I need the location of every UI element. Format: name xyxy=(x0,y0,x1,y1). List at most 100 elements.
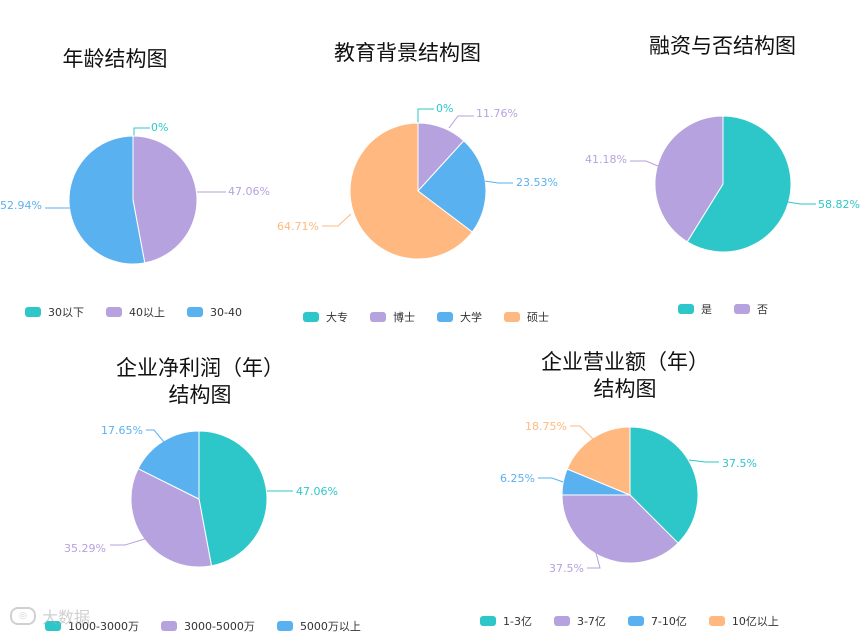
data-label: 47.06% xyxy=(296,485,338,498)
pie-slice xyxy=(132,135,198,264)
legend-label: 3-7亿 xyxy=(576,615,606,628)
legend-item[interactable]: 3-7亿 xyxy=(553,613,606,629)
watermark: ◎ 大数据 xyxy=(10,604,90,628)
legend-item[interactable]: 博士 xyxy=(370,309,415,325)
age-legend: 30以下 40以上 30-40 xyxy=(25,304,264,320)
pie-slice xyxy=(349,122,473,260)
legend-swatch xyxy=(160,621,177,631)
leader-line xyxy=(133,127,150,136)
leader-line xyxy=(448,115,474,129)
data-label: 52.94% xyxy=(0,199,42,212)
legend-label: 5000万以上 xyxy=(299,620,361,633)
leader-line xyxy=(146,429,165,443)
pie-slice xyxy=(629,426,699,544)
legend-swatch xyxy=(370,312,386,322)
chart-title: 教育背景结构图 xyxy=(334,41,481,65)
leader-line xyxy=(322,213,352,227)
data-label: 41.18% xyxy=(585,153,627,166)
data-label: 23.53% xyxy=(516,176,558,189)
pie-slice xyxy=(68,135,146,265)
leader-line xyxy=(688,459,719,463)
legend-swatch xyxy=(187,307,203,317)
leader-line xyxy=(538,477,564,483)
chart-title: 企业营业额（年） 结构图 xyxy=(541,350,709,401)
leader-line xyxy=(787,201,816,205)
pie-slice xyxy=(686,115,792,253)
legend-item[interactable]: 大专 xyxy=(303,309,348,325)
legend-item[interactable]: 1000-3000万 xyxy=(45,618,139,634)
data-label: 58.82% xyxy=(818,198,860,211)
legend-label: 否 xyxy=(757,303,768,316)
legend-swatch xyxy=(437,312,453,322)
legend-item[interactable]: 30-40 xyxy=(187,306,242,319)
leader-line xyxy=(587,552,601,569)
legend-swatch xyxy=(678,304,694,314)
legend-item[interactable]: 40以上 xyxy=(106,304,165,320)
legend-item[interactable]: 7-10亿 xyxy=(627,613,687,629)
leader-line xyxy=(417,108,434,123)
legend-item[interactable]: 否 xyxy=(734,301,768,317)
legend-item[interactable]: 5000万以上 xyxy=(276,618,361,634)
legend-label: 30-40 xyxy=(210,305,242,319)
legend-swatch xyxy=(25,307,41,317)
data-label: 0% xyxy=(151,121,168,134)
legend-swatch xyxy=(106,307,122,317)
legend-swatch xyxy=(45,621,61,631)
data-label: 11.76% xyxy=(476,107,518,120)
data-label: 37.5% xyxy=(549,562,584,575)
net-profit-legend: 1000-3000万 3000-5000万 5000万以上 xyxy=(45,618,383,634)
legend-swatch xyxy=(734,304,750,314)
legend-label: 3000-5000万 xyxy=(183,620,255,633)
legend-item[interactable]: 大学 xyxy=(437,309,482,325)
legend-swatch xyxy=(553,616,570,626)
legend-swatch xyxy=(504,312,520,322)
legend-label: 博士 xyxy=(393,311,415,324)
revenue-legend: 1-3亿 3-7亿 7-10亿 10亿以上 xyxy=(480,613,801,629)
data-label: 6.25% xyxy=(500,472,535,485)
legend-item[interactable]: 30以下 xyxy=(25,304,84,320)
legend-swatch xyxy=(708,616,725,626)
pie-slice xyxy=(417,140,487,233)
legend-label: 1-3亿 xyxy=(503,615,532,628)
data-label: 18.75% xyxy=(525,420,567,433)
watermark-text: 大数据 xyxy=(42,608,91,627)
data-label: 0% xyxy=(436,102,453,115)
legend-label: 大学 xyxy=(460,311,482,324)
legend-label: 是 xyxy=(701,303,712,316)
education-legend: 大专 博士 大学 硕士 xyxy=(303,309,571,325)
leader-line xyxy=(630,160,659,167)
legend-label: 硕士 xyxy=(527,311,549,324)
leader-line xyxy=(110,537,149,546)
chart-title: 年龄结构图 xyxy=(62,47,168,71)
legend-item[interactable]: 硕士 xyxy=(504,309,549,325)
pie-slice xyxy=(198,430,268,567)
legend-item[interactable]: 3000-5000万 xyxy=(160,618,255,634)
data-label: 35.29% xyxy=(64,542,106,555)
financing-legend: 是否 xyxy=(678,301,790,317)
legend-item[interactable]: 1-3亿 xyxy=(480,613,532,629)
legend-swatch xyxy=(276,621,293,631)
data-label: 37.5% xyxy=(722,457,757,470)
legend-label: 大专 xyxy=(326,311,348,324)
leader-line xyxy=(570,425,595,441)
legend-label: 7-10亿 xyxy=(650,615,687,628)
pie-slice xyxy=(561,494,679,564)
logo-icon: ◎ xyxy=(10,607,36,625)
legend-label: 1000-3000万 xyxy=(68,620,139,633)
leader-line xyxy=(484,180,513,184)
legend-swatch xyxy=(480,616,496,626)
chart-title: 融资与否结构图 xyxy=(649,34,796,58)
legend-label: 40以上 xyxy=(129,306,165,319)
legend-item[interactable]: 是 xyxy=(678,301,712,317)
legend-item[interactable]: 10亿以上 xyxy=(708,613,779,629)
legend-swatch xyxy=(303,312,319,322)
legend-label: 30以下 xyxy=(48,306,84,319)
pie-slice xyxy=(130,468,213,568)
legend-label: 10亿以上 xyxy=(731,615,779,628)
data-label: 47.06% xyxy=(228,185,270,198)
chart-title: 企业净利润（年） 结构图 xyxy=(116,356,284,407)
